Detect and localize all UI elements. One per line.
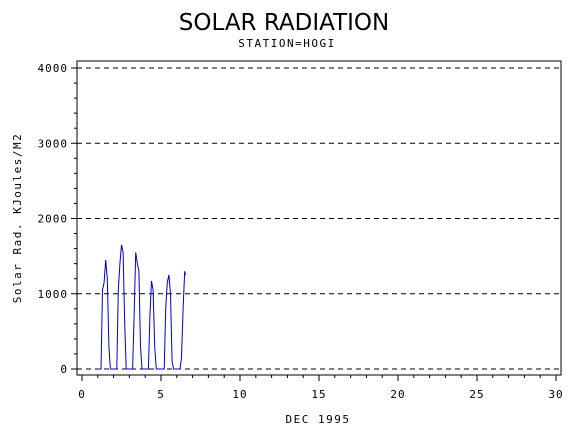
- y-tick-label: 0: [60, 363, 68, 376]
- y-tick-label: 1000: [38, 288, 69, 301]
- x-tick-label: 5: [157, 388, 165, 401]
- series-line: [97, 244, 186, 370]
- x-tick-label: 25: [469, 388, 484, 401]
- x-axis-label: DEC 1995: [286, 413, 351, 426]
- x-tick-label: 30: [548, 388, 563, 401]
- ticks-layer: 0 1000 2000 3000 4000 0 5 10 15 20 25 30: [38, 62, 563, 401]
- y-tick-label: 4000: [38, 62, 69, 75]
- y-tick-label: 2000: [38, 213, 69, 226]
- x-tick-label: 0: [78, 388, 86, 401]
- x-tick-label: 20: [390, 388, 405, 401]
- x-tick-label: 10: [232, 388, 247, 401]
- chart-subtitle: STATION=HOGI: [238, 37, 335, 50]
- series-layer: [97, 244, 186, 370]
- y-tick-label: 3000: [38, 137, 69, 150]
- chart-title: SOLAR RADIATION: [179, 10, 389, 36]
- x-tick-label: 15: [311, 388, 326, 401]
- y-axis-label: Solar Rad. KJoules/M2: [11, 133, 24, 304]
